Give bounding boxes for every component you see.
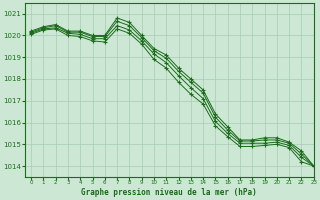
X-axis label: Graphe pression niveau de la mer (hPa): Graphe pression niveau de la mer (hPa) — [82, 188, 257, 197]
